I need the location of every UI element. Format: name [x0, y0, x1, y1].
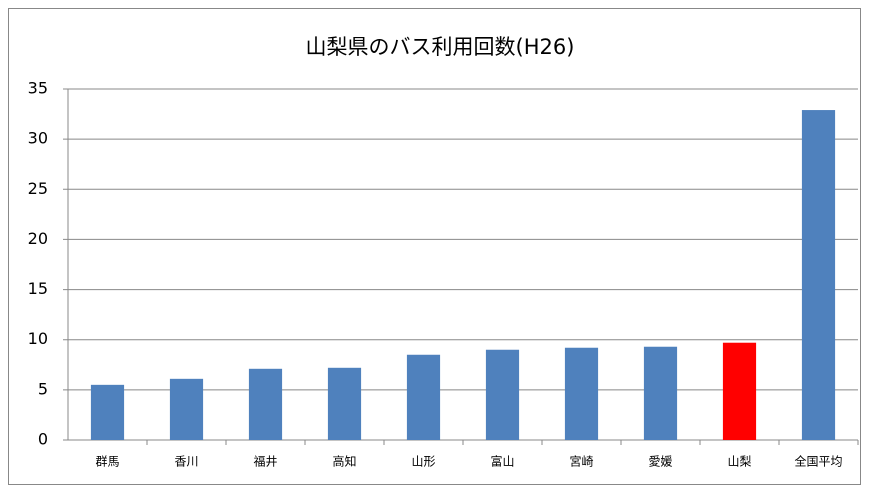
chart-title: 山梨県のバス利用回数(H26) — [306, 35, 575, 59]
bar — [327, 367, 362, 440]
y-tick-label: 0 — [38, 430, 48, 449]
x-tick-label: 宮崎 — [569, 454, 593, 469]
y-tick-label: 5 — [38, 379, 48, 398]
bar — [169, 378, 204, 440]
y-tick-label: 30 — [28, 129, 48, 148]
x-tick-label: 愛媛 — [648, 455, 672, 469]
x-tick-label: 富山 — [490, 454, 514, 469]
bar — [643, 346, 678, 440]
y-tick-label: 35 — [28, 79, 48, 98]
bar — [564, 347, 599, 440]
x-tick-label: 高知 — [332, 454, 356, 469]
y-tick-label: 25 — [28, 179, 48, 198]
y-tick-label: 15 — [28, 279, 48, 298]
bar — [248, 368, 283, 440]
y-tick-label: 10 — [28, 329, 48, 348]
bar — [801, 110, 836, 440]
x-tick-label: 群馬 — [95, 455, 119, 469]
bar — [90, 384, 125, 440]
bar — [406, 354, 441, 440]
x-tick-label: 全国平均 — [794, 454, 842, 469]
x-tick-label: 香川 — [174, 455, 198, 469]
bar — [485, 349, 520, 440]
x-tick-label: 山梨 — [727, 455, 751, 469]
y-tick-label: 20 — [28, 229, 48, 248]
x-tick-label: 福井 — [253, 454, 277, 469]
bar — [722, 342, 757, 440]
x-tick-label: 山形 — [411, 455, 435, 469]
